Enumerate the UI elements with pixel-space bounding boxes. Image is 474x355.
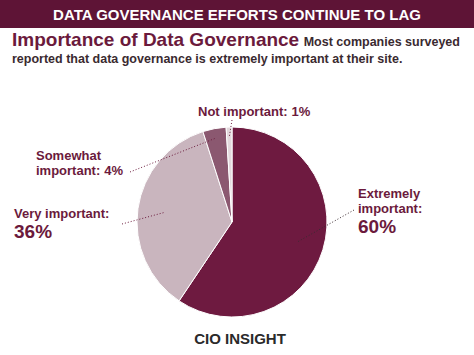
category-label: Not important: xyxy=(198,104,288,119)
header-block: Importance of Data Governance Most compa… xyxy=(12,32,464,67)
category-label: Extremely xyxy=(358,186,421,201)
category-label: important: xyxy=(36,163,100,178)
leader-line xyxy=(229,120,232,137)
slice xyxy=(226,127,232,222)
slice xyxy=(203,127,232,222)
data-label: Somewhatimportant: 4% xyxy=(36,148,124,178)
banner xyxy=(0,0,474,28)
pie xyxy=(137,127,327,317)
data-label: Extremelyimportant:60% xyxy=(358,186,422,237)
category-label: Somewhat xyxy=(36,148,102,163)
value-label: 36% xyxy=(14,221,52,242)
value-label: 1% xyxy=(292,104,311,119)
category-label: Very important: xyxy=(14,206,109,221)
space xyxy=(299,32,303,49)
value-label: 4% xyxy=(104,163,123,178)
data-label: Very important:36% xyxy=(14,206,109,242)
logo: CIO INSIGHT xyxy=(194,330,286,347)
title: Importance of Data Governance xyxy=(12,29,299,50)
data-label: Not important: 1% xyxy=(198,104,311,119)
header: DATA GOVERNANCE EFFORTS CONTINUE TO LAG xyxy=(53,6,421,23)
labels: Extremelyimportant:60%Very important:36%… xyxy=(14,104,422,242)
leader-line xyxy=(297,210,354,242)
leader-line xyxy=(122,212,164,224)
leader-line xyxy=(130,138,216,172)
category-label: important: xyxy=(358,201,422,216)
value-label: 60% xyxy=(358,216,396,237)
